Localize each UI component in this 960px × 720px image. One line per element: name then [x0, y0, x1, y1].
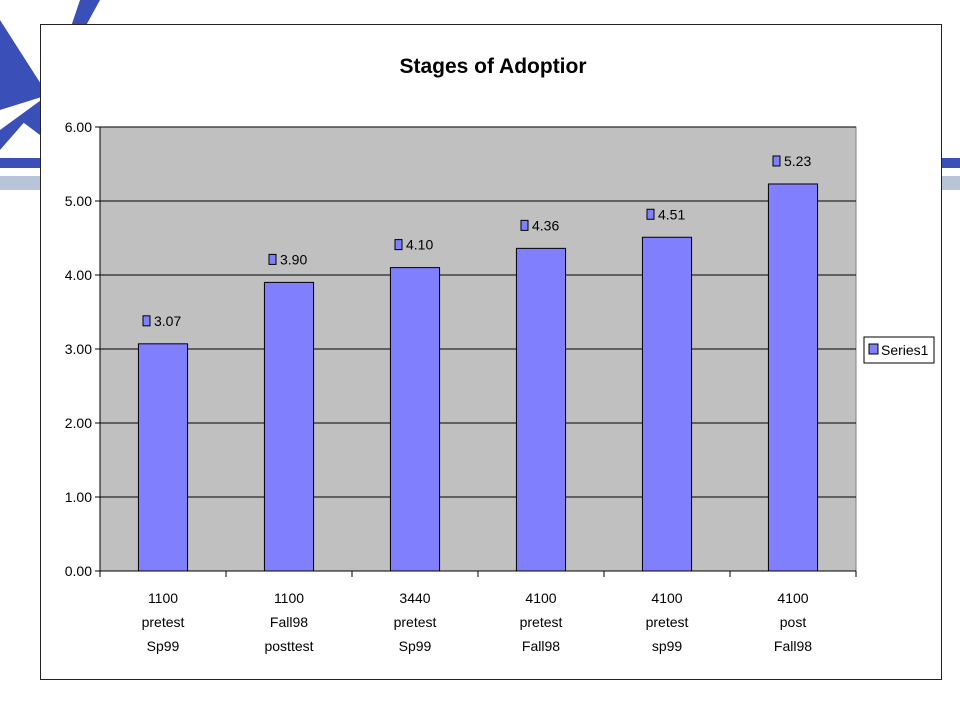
data-label-key	[520, 219, 529, 231]
y-tick-label: 4.00	[65, 267, 92, 283]
data-label-key	[772, 155, 781, 167]
x-category-label: pretest	[394, 614, 437, 630]
bar	[767, 183, 819, 572]
y-tick-label: 0.00	[65, 563, 92, 579]
bar-chart: Stages of Adoptior 0.00 1.00 2.00 3.00 4.00 5…	[65, 55, 935, 654]
data-label: 4.51	[658, 206, 685, 222]
legend-label: Series1	[881, 342, 929, 358]
bar	[641, 236, 693, 572]
bar	[389, 267, 441, 572]
x-category-label: 1100	[274, 590, 304, 606]
chart-frame: Stages of Adoptior 0.00 1.00 2.00 3.00 4.00 5…	[40, 24, 942, 680]
data-label: 3.07	[154, 313, 181, 329]
bar	[263, 281, 315, 572]
x-category-label: posttest	[264, 638, 313, 654]
x-category-label: 1100	[148, 590, 178, 606]
data-label-key	[394, 239, 403, 251]
bar	[137, 343, 189, 572]
x-category-label: 4100	[777, 590, 808, 606]
x-category-label: Sp99	[147, 638, 180, 654]
data-label-key	[268, 253, 277, 265]
x-category-label: post	[780, 614, 807, 630]
data-label: 3.90	[280, 251, 307, 267]
x-category-label: pretest	[646, 614, 689, 630]
data-label: 5.23	[784, 153, 811, 169]
x-category-label: 4100	[651, 590, 682, 606]
data-label-key	[142, 315, 151, 327]
chart-title: Stages of Adoptior	[399, 55, 586, 78]
x-category-label: Fall98	[270, 614, 308, 630]
data-label-key	[646, 208, 655, 220]
y-tick-label: 2.00	[65, 415, 92, 431]
x-category-label: sp99	[652, 638, 683, 654]
data-label: 4.10	[406, 237, 433, 253]
y-tick-label: 6.00	[65, 119, 92, 135]
x-category-label: pretest	[142, 614, 185, 630]
x-category-label: 3440	[399, 590, 430, 606]
y-tick-label: 1.00	[65, 489, 92, 505]
bar	[515, 247, 567, 572]
x-category-label: pretest	[520, 614, 563, 630]
x-category-label: Sp99	[399, 638, 432, 654]
x-category-label: Fall98	[522, 638, 560, 654]
plot-area: 0.00 1.00 2.00 3.00 4.00 5.00 6.00 3.07 3.90 4.10…	[65, 119, 857, 654]
y-tick-label: 5.00	[65, 193, 92, 209]
legend: Series1	[863, 336, 935, 364]
x-category-label: 4100	[525, 590, 556, 606]
data-label: 4.36	[532, 217, 559, 233]
y-tick-label: 3.00	[65, 341, 92, 357]
legend-swatch	[868, 343, 879, 355]
x-category-label: Fall98	[774, 638, 812, 654]
